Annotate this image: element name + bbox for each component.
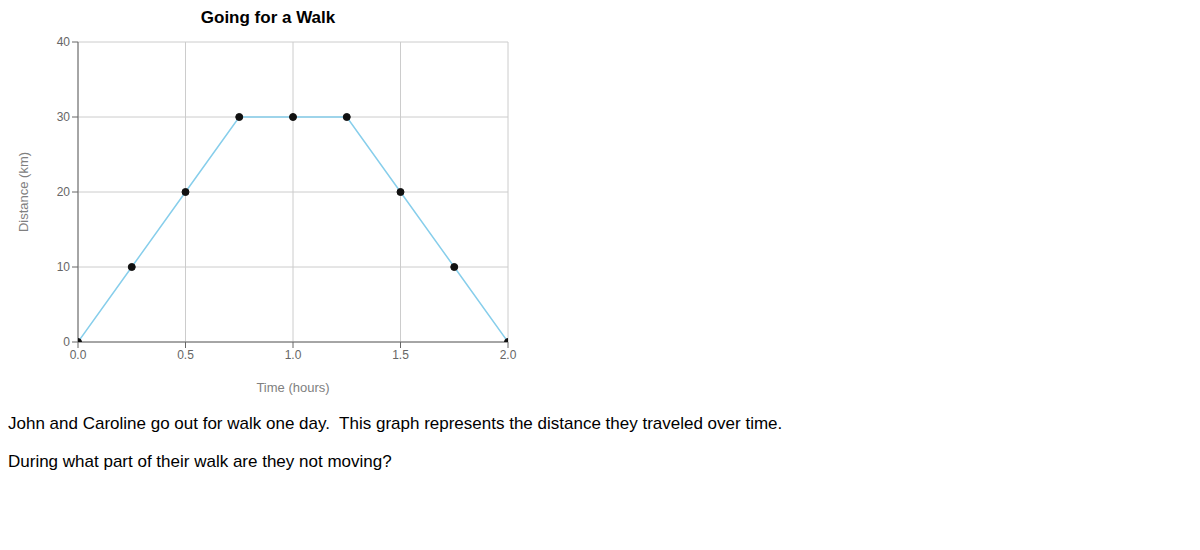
- svg-text:40: 40: [57, 35, 71, 49]
- svg-text:2.0: 2.0: [500, 348, 517, 362]
- html-text:John and Caroline go out for w: John and Caroline go out for walk one da…: [8, 414, 783, 433]
- svg-text:1.0: 1.0: [285, 348, 302, 362]
- svg-text:0: 0: [63, 335, 70, 349]
- svg-text:1.5: 1.5: [392, 348, 409, 362]
- svg-text:Time (hours): Time (hours): [256, 380, 329, 395]
- svg-text:0.5: 0.5: [177, 348, 194, 362]
- svg-text:0.0: 0.0: [70, 348, 87, 362]
- svg-text:10: 10: [57, 260, 71, 274]
- svg-text:20: 20: [57, 185, 71, 199]
- svg-text:Distance (km): Distance (km): [16, 152, 31, 232]
- html-text:Going for a Walk: Going for a Walk: [200, 8, 336, 27]
- html-text:During what part of their walk: During what part of their walk are they …: [8, 452, 392, 471]
- svg-text:30: 30: [57, 110, 71, 124]
